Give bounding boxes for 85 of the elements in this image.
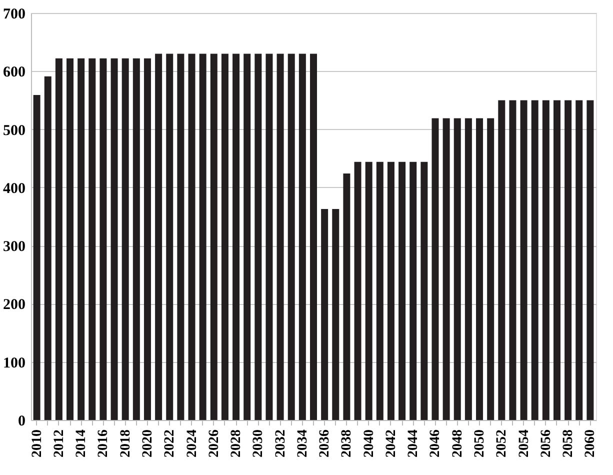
- bar: [531, 100, 538, 420]
- bar: [354, 162, 362, 420]
- bar: [576, 100, 583, 420]
- bar: [132, 58, 140, 420]
- x-tick-label: 2056: [538, 430, 554, 458]
- y-tick-label: 600: [3, 64, 26, 81]
- x-tick-label: 2018: [118, 430, 134, 458]
- bar: [398, 162, 406, 420]
- x-tick-label: 2048: [450, 430, 466, 458]
- bar: [177, 54, 184, 420]
- bar: [420, 162, 428, 420]
- x-tick-label: 2038: [340, 430, 355, 458]
- bar: [66, 58, 74, 420]
- bar: [254, 54, 262, 420]
- bar: [144, 58, 151, 420]
- bar: [586, 100, 594, 420]
- x-tick-label: 2026: [206, 430, 222, 458]
- bar: [100, 58, 107, 420]
- y-tick-label: 200: [3, 297, 26, 314]
- x-tick-label: 2034: [295, 430, 310, 458]
- bar: [210, 54, 218, 420]
- x-tick-label: 2020: [140, 430, 156, 458]
- bar: [298, 54, 306, 420]
- bar: [244, 54, 251, 420]
- y-tick-label: 0: [18, 414, 26, 430]
- bar: [88, 58, 96, 420]
- bar: [542, 100, 550, 420]
- bar: [464, 118, 472, 420]
- x-tick-label: 2044: [406, 430, 422, 458]
- bar: [55, 58, 62, 420]
- bar: [498, 100, 506, 420]
- bar: [33, 94, 40, 420]
- x-tick-label: 2058: [561, 430, 576, 458]
- bar: [276, 54, 284, 420]
- x-tick-label: 2054: [516, 430, 532, 458]
- bar: [376, 162, 384, 420]
- bar: [288, 54, 295, 420]
- y-tick-label: 300: [3, 239, 26, 256]
- y-tick-label: 700: [3, 6, 26, 22]
- y-tick-label: 400: [3, 180, 26, 197]
- x-tick-label: 2024: [184, 430, 200, 458]
- bar: [188, 54, 196, 420]
- bar: [321, 208, 328, 420]
- bar: [166, 54, 174, 420]
- bar: [509, 100, 516, 420]
- bar: [487, 118, 494, 420]
- x-tick-label: 2014: [74, 430, 90, 458]
- bar: [44, 76, 52, 420]
- x-tick-label: 2046: [428, 430, 444, 458]
- bar: [155, 54, 162, 420]
- bar: [387, 162, 394, 420]
- bar: [520, 100, 528, 420]
- x-tick-label: 2050: [472, 430, 488, 458]
- x-tick-label: 2016: [96, 430, 112, 458]
- bar: [343, 173, 350, 420]
- bar: [365, 162, 372, 420]
- x-tick-label: 2040: [362, 430, 377, 458]
- x-tick-label: 2028: [229, 430, 244, 458]
- x-tick-label: 2052: [494, 430, 510, 458]
- y-tick-label: 100: [3, 355, 26, 372]
- bar: [442, 118, 450, 420]
- bar: [232, 54, 240, 420]
- bar: [310, 54, 317, 420]
- bar: [122, 58, 129, 420]
- bar: [564, 100, 572, 420]
- bar: [476, 118, 484, 420]
- x-tick-label: 2032: [273, 430, 288, 458]
- bar: [454, 118, 461, 420]
- bar: [221, 54, 228, 420]
- bar: [78, 58, 85, 420]
- x-tick-label: 2010: [30, 430, 45, 458]
- bar: [553, 100, 560, 420]
- y-tick-label: 500: [3, 122, 26, 139]
- bar: [432, 118, 439, 420]
- x-tick-label: 2060: [583, 430, 598, 458]
- bar: [199, 54, 206, 420]
- bar: [332, 208, 340, 420]
- bar: [266, 54, 273, 420]
- x-tick-label: 2012: [52, 430, 67, 458]
- x-tick-label: 2030: [251, 430, 266, 458]
- bar: [410, 162, 417, 420]
- x-tick-label: 2042: [384, 430, 399, 458]
- x-tick-label: 2022: [162, 430, 178, 458]
- bar: [110, 58, 118, 420]
- x-tick-label: 2036: [318, 430, 333, 458]
